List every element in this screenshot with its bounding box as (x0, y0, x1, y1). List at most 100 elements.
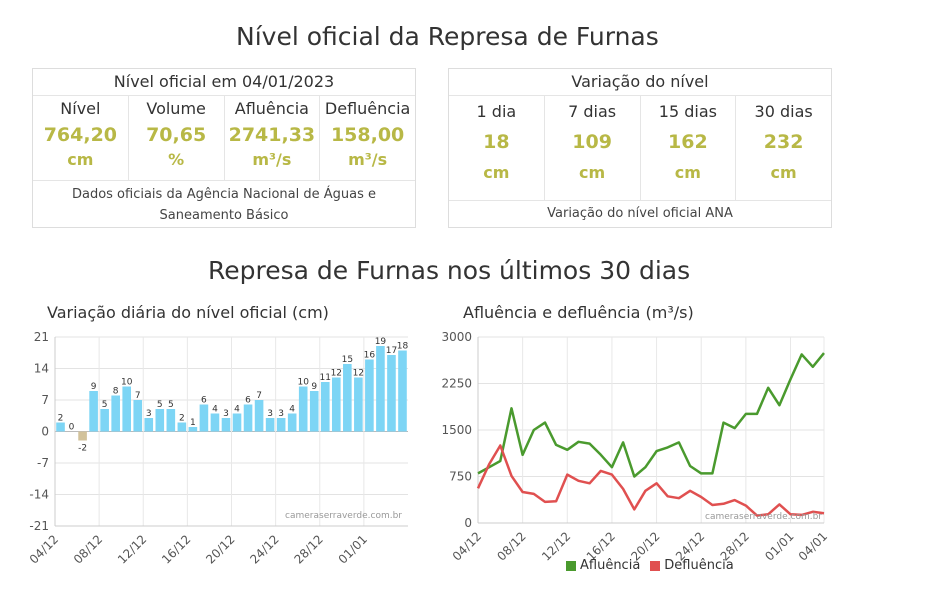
bar-y-tick-label: -7 (37, 456, 49, 470)
bar-data-label: 6 (201, 396, 207, 406)
bar (89, 391, 98, 432)
bar (254, 400, 264, 432)
line-chart-legend: Afluência Defluência (566, 558, 734, 573)
afluencia-line (477, 352, 825, 478)
bar (265, 418, 275, 432)
bar (122, 386, 132, 432)
bar (376, 346, 385, 432)
bar (320, 382, 330, 432)
bar-data-label: 5 (157, 400, 163, 410)
bar-data-label: 2 (179, 414, 185, 424)
bar-y-tick-label: 0 (41, 425, 49, 439)
line-chart-title: Afluência e defluência (m³/s) (463, 303, 694, 322)
bar (100, 409, 109, 432)
page-title: Nível oficial da Represa de Furnas (236, 22, 659, 51)
bar (133, 400, 143, 432)
line-y-tick-label: 0 (464, 516, 472, 530)
variation-7-dias-unit: cm (579, 163, 606, 182)
bar-data-label: 10 (297, 378, 309, 388)
bar-data-label: 7 (256, 391, 262, 401)
defluencia-unit: m³/s (348, 150, 388, 169)
bar-data-label: 5 (102, 400, 108, 410)
defluencia-line (476, 444, 825, 517)
line-chart-watermark: cameraserraverde.com.br (705, 512, 822, 522)
bar (177, 422, 187, 432)
bar-data-label: 19 (375, 337, 387, 347)
variation-1-dia-unit: cm (483, 163, 510, 182)
bar-y-tick-label: 21 (34, 330, 49, 344)
bar-data-label: 4 (212, 405, 218, 415)
bar-data-label: 10 (121, 378, 133, 388)
variation-panel: Variação do nível 1 dia 18 cm 7 dias 109… (448, 68, 832, 228)
bar-data-label: 0 (69, 423, 75, 433)
bar-data-label: 4 (289, 405, 295, 415)
bar-x-tick-label: 04/12 (27, 532, 61, 566)
variation-1-dia-value: 18 (483, 131, 510, 153)
bar-x-tick-label: 28/12 (292, 532, 326, 566)
bar-data-label: 5 (168, 400, 174, 410)
bar-data-label: 12 (331, 369, 342, 379)
variation-7-dias-value: 109 (572, 131, 612, 153)
bar-data-label: 16 (364, 351, 376, 361)
bar (398, 350, 407, 432)
bar (298, 386, 308, 432)
bar-data-label: 17 (386, 346, 397, 356)
official-level-values: Nível 764,20 cm Volume 70,65 % Afluência… (33, 96, 415, 180)
variation-30-dias-cell: 30 dias 232 cm (736, 96, 831, 200)
bar-data-label: 4 (234, 405, 240, 415)
line-y-tick-label: 1500 (441, 423, 472, 437)
bar (365, 359, 374, 432)
bar-data-label: 12 (353, 369, 364, 379)
variation-caption: Variação do nível (449, 69, 831, 96)
bar-data-label: 9 (311, 382, 317, 392)
nivel-unit: cm (67, 150, 94, 169)
bar-x-tick-label: 08/12 (71, 532, 105, 566)
defluencia-value: 158,00 (330, 124, 405, 146)
bar-x-tick-label: 16/12 (159, 532, 193, 566)
bar (210, 413, 220, 432)
afluencia-value: 2741,33 (228, 124, 316, 146)
legend-defluencia-swatch (650, 560, 661, 571)
bar (232, 413, 242, 432)
line-y-tick-label: 750 (449, 470, 472, 484)
bar-data-label: 11 (320, 373, 331, 383)
bar (331, 377, 341, 432)
official-level-panel: Nível oficial em 04/01/2023 Nível 764,20… (32, 68, 416, 228)
bar-data-label: 6 (245, 396, 251, 406)
official-level-footer: Dados oficiais da Agência Nacional de Ág… (33, 180, 415, 228)
bar (155, 409, 165, 432)
line-x-tick-label: 04/12 (450, 529, 484, 563)
bar (287, 413, 297, 432)
afluencia-label: Afluência (234, 99, 309, 118)
bar-data-label: 3 (278, 409, 284, 419)
bar-data-label: 7 (135, 391, 141, 401)
variation-footer: Variação do nível oficial ANA (449, 200, 831, 227)
legend-afluencia-label: Afluência (580, 558, 641, 573)
afluencia-unit: m³/s (252, 150, 292, 169)
line-y-tick-label: 2250 (441, 377, 472, 391)
bar-data-label: 15 (342, 355, 353, 365)
variation-30-dias-unit: cm (770, 163, 797, 182)
afluencia-cell: Afluência 2741,33 m³/s (225, 96, 321, 180)
legend-defluencia-label: Defluência (664, 558, 734, 573)
official-level-caption: Nível oficial em 04/01/2023 (33, 69, 415, 96)
bar-x-tick-label: 01/01 (336, 532, 370, 566)
variation-30-dias-label: 30 dias (754, 102, 813, 121)
bar (144, 418, 154, 432)
bar (221, 418, 231, 432)
defluencia-label: Defluência (324, 99, 411, 118)
bar-data-label: 3 (267, 409, 273, 419)
variation-1-dia-label: 1 dia (476, 102, 517, 121)
bar (276, 418, 286, 432)
bar-y-tick-label: 14 (34, 362, 49, 376)
volume-label: Volume (146, 99, 206, 118)
section-title: Represa de Furnas nos últimos 30 dias (208, 256, 691, 285)
volume-unit: % (168, 150, 185, 169)
bar-data-label: 8 (113, 387, 119, 397)
bar-data-label: 3 (223, 409, 229, 419)
legend-afluencia-swatch (566, 560, 576, 571)
defluencia-cell: Defluência 158,00 m³/s (320, 96, 415, 180)
bar-data-label: 18 (397, 342, 409, 352)
